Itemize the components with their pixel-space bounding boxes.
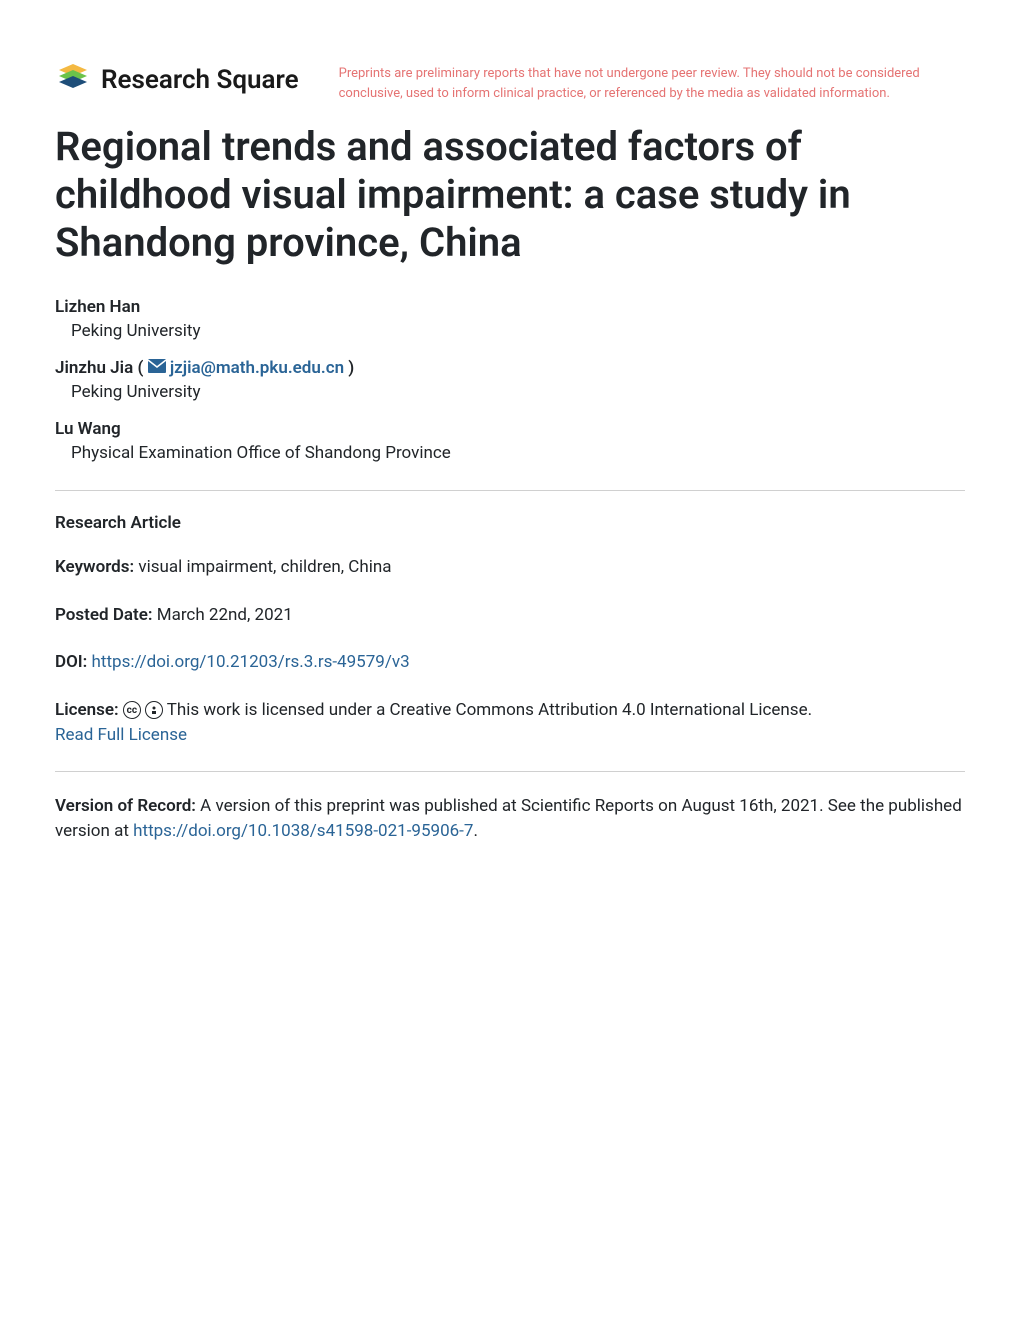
keywords-line: Keywords: visual impairment, children, C… [55, 555, 965, 581]
email-suffix: ) [348, 358, 354, 378]
author-block: Lu Wang Physical Examination Office of S… [55, 419, 965, 468]
author-block: Jinzhu Jia ( jzjia@math.pku.edu.cn ) Pek… [55, 358, 965, 407]
author-name: Lizhen Han [55, 297, 965, 317]
doi-label: DOI: [55, 652, 87, 672]
author-block: Lizhen Han Peking University [55, 297, 965, 346]
version-record-suffix: . [473, 821, 477, 841]
preprint-disclaimer: Preprints are preliminary reports that h… [339, 60, 965, 103]
research-square-logo-icon [55, 60, 91, 100]
posted-date-label: Posted Date: [55, 605, 153, 625]
author-affiliation: Peking University [55, 317, 965, 346]
paper-title: Regional trends and associated factors o… [55, 123, 965, 267]
doi-link[interactable]: https://doi.org/10.21203/rs.3.rs-49579/v… [92, 652, 410, 672]
envelope-icon [148, 358, 166, 378]
section-divider [55, 490, 965, 491]
email-prefix: ( [137, 358, 147, 378]
license-line: License: cc This work is licensed under … [55, 698, 965, 749]
author-name: Jinzhu Jia ( jzjia@math.pku.edu.cn ) [55, 358, 965, 379]
cc-by-icon [145, 701, 163, 719]
version-record-link[interactable]: https://doi.org/10.1038/s41598-021-95906… [133, 821, 473, 841]
cc-icons: cc [123, 701, 163, 719]
license-link[interactable]: Read Full License [55, 725, 187, 745]
author-email-link[interactable]: jzjia@math.pku.edu.cn [170, 358, 344, 378]
license-text: This work is licensed under a Creative C… [167, 700, 812, 720]
cc-icon: cc [123, 701, 141, 719]
author-name: Lu Wang [55, 419, 965, 439]
article-type: Research Article [55, 513, 965, 533]
posted-date-line: Posted Date: March 22nd, 2021 [55, 603, 965, 629]
section-divider [55, 771, 965, 772]
license-label: License: [55, 700, 119, 720]
author-affiliation: Physical Examination Office of Shandong … [55, 439, 965, 468]
author-affiliation: Peking University [55, 378, 965, 407]
author-name-text: Jinzhu Jia [55, 358, 133, 378]
doi-line: DOI: https://doi.org/10.21203/rs.3.rs-49… [55, 650, 965, 676]
version-record-line: Version of Record: A version of this pre… [55, 794, 965, 845]
logo-text: Research Square [101, 65, 299, 95]
keywords-label: Keywords: [55, 557, 134, 577]
keywords-value: visual impairment, children, China [138, 557, 391, 577]
posted-date-value: March 22nd, 2021 [157, 605, 293, 625]
version-record-label: Version of Record: [55, 796, 196, 816]
header-row: Research Square Preprints are preliminar… [55, 60, 965, 103]
authors-list: Lizhen Han Peking University Jinzhu Jia … [55, 297, 965, 468]
logo: Research Square [55, 60, 299, 100]
